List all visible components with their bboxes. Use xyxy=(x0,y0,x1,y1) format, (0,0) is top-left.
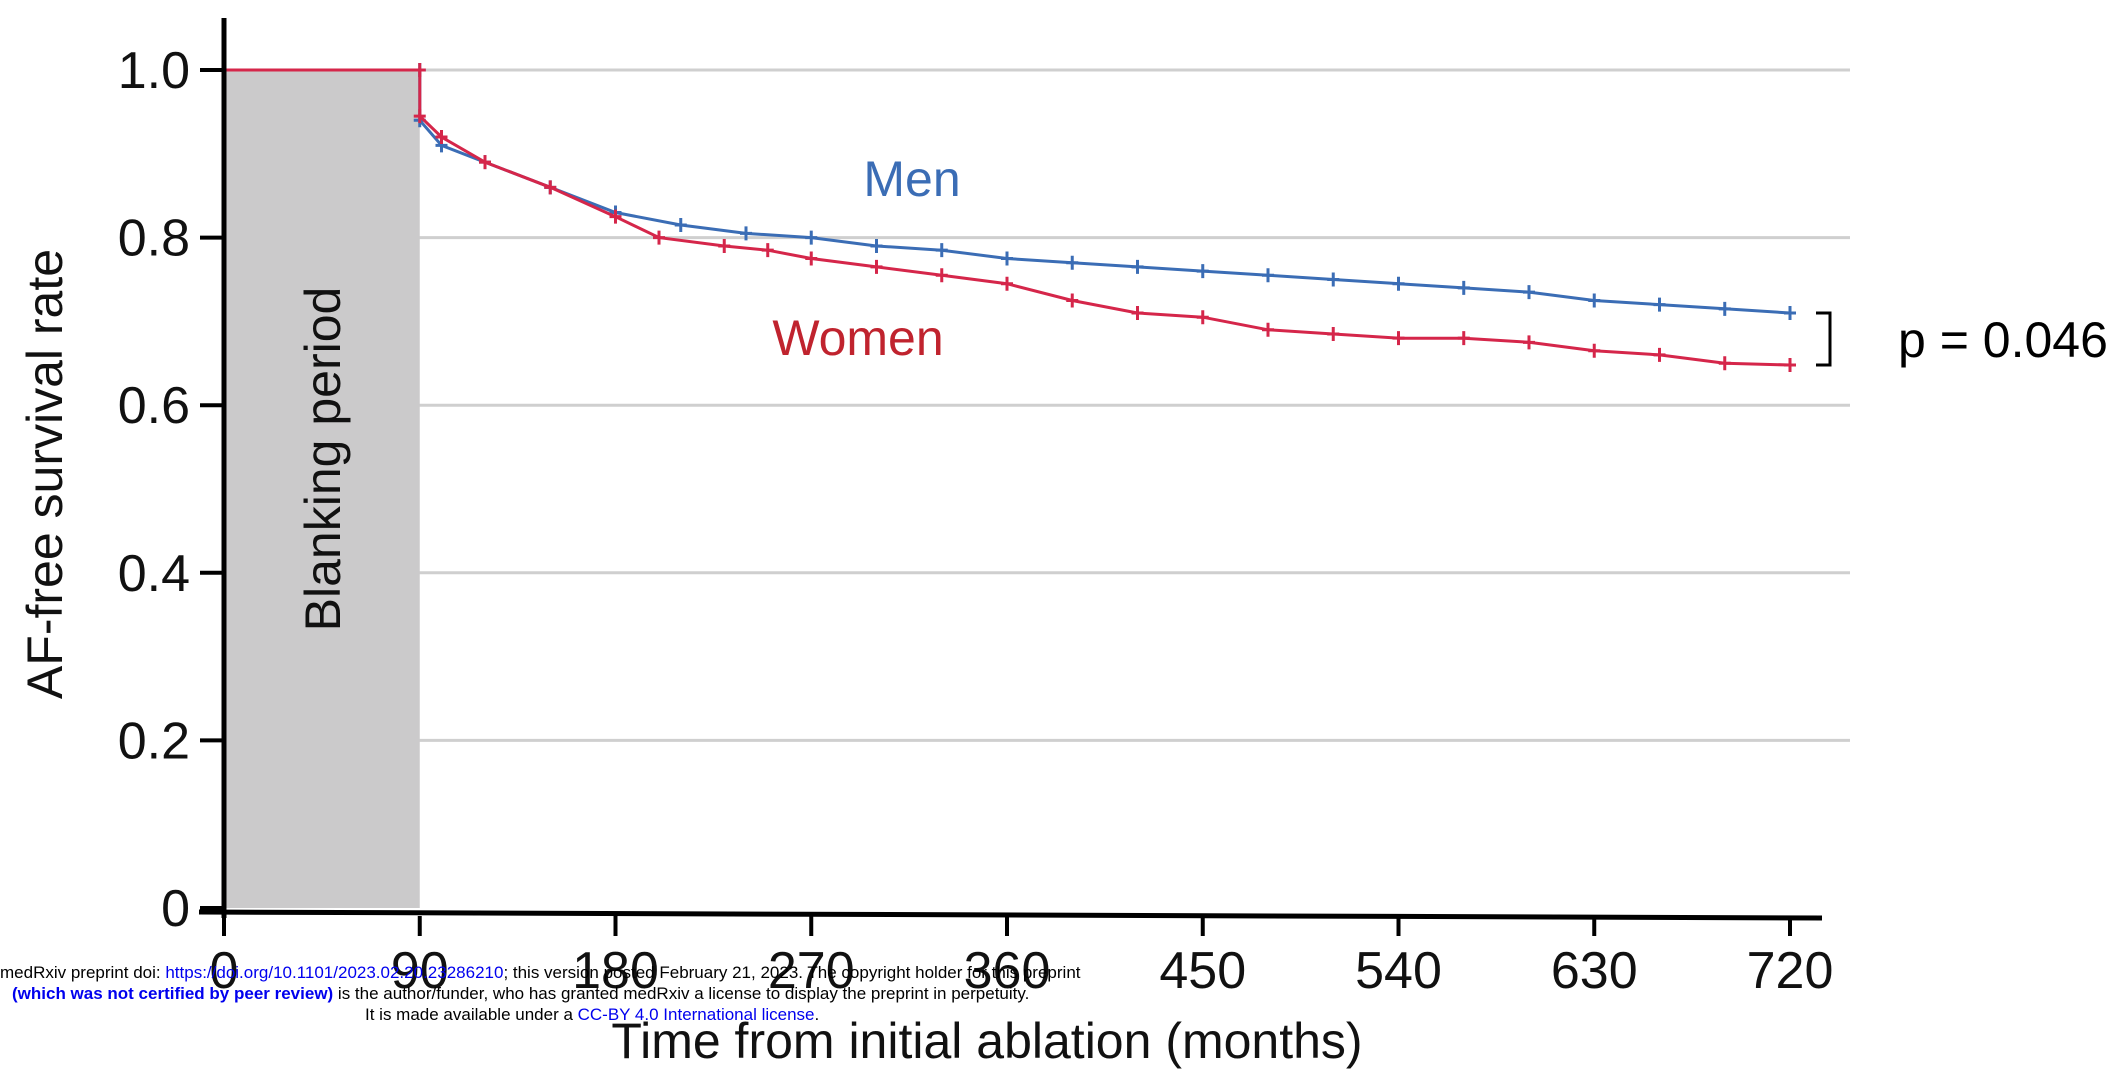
censor-mark-women-14 xyxy=(1066,293,1079,308)
censor-mark-men-8 xyxy=(740,226,752,241)
censor-mark-men-10 xyxy=(870,238,883,253)
censor-mark-women-6 xyxy=(609,209,622,224)
axes xyxy=(198,18,1823,921)
x-tick-label-4: 360 xyxy=(964,942,1051,1000)
censor-mark-women-1 xyxy=(413,63,426,77)
y-tick-label-5: 1.0 xyxy=(118,42,190,100)
censor-mark-men-22 xyxy=(1653,297,1666,312)
footer-line-2-post: is the author/funder, who has granted me… xyxy=(333,984,1030,1003)
x-tick-label-0: 0 xyxy=(210,942,239,1000)
men-series-label: Men xyxy=(863,151,960,207)
censor-mark-women-16 xyxy=(1196,310,1209,325)
y-tick-label-3: 0.6 xyxy=(118,377,190,435)
censor-mark-women-18 xyxy=(1327,326,1340,341)
x-ticks: 0 90 180 270 360 450 540 630 720 xyxy=(210,916,1834,1000)
censor-mark-women-23 xyxy=(1653,347,1666,362)
p-value-bracket xyxy=(1816,311,1832,367)
censor-mark-women-15 xyxy=(1131,306,1144,321)
censor-mark-women-8 xyxy=(718,238,731,253)
y-tick-label-4: 0.8 xyxy=(118,210,190,268)
censor-mark-men-24 xyxy=(1784,306,1796,321)
censor-mark-women-13 xyxy=(1001,276,1013,291)
censor-mark-men-23 xyxy=(1718,301,1731,316)
footer-line-2: (which was not certified by peer review)… xyxy=(12,983,1029,1004)
y-axis-label: AF-free survival rate xyxy=(17,249,73,699)
x-tick-label-5: 450 xyxy=(1159,942,1246,1000)
x-tick-label-2: 180 xyxy=(572,942,659,1000)
series-women xyxy=(218,63,1796,372)
x-tick-label-6: 540 xyxy=(1355,942,1442,1000)
censor-mark-women-3 xyxy=(435,130,448,145)
footer-line-1: medRxiv preprint doi: https://doi.org/10… xyxy=(0,962,1081,983)
peer-review-notice: (which was not certified by peer review) xyxy=(12,984,334,1003)
censor-mark-men-7 xyxy=(674,218,687,233)
y-tick-label-2: 0.4 xyxy=(118,545,190,603)
censor-mark-women-10 xyxy=(805,251,818,266)
censor-mark-men-16 xyxy=(1262,268,1274,283)
censor-mark-women-11 xyxy=(870,259,883,274)
censor-mark-women-2 xyxy=(413,109,426,124)
x-axis-line xyxy=(198,909,1823,921)
doi-link[interactable]: https://doi.org/10.1101/2023.02.20.23286… xyxy=(165,963,504,982)
censor-mark-men-11 xyxy=(935,243,948,258)
censor-mark-women-12 xyxy=(935,268,948,283)
censor-mark-men-15 xyxy=(1196,264,1209,279)
censor-mark-men-21 xyxy=(1588,293,1601,308)
women-series-label: Women xyxy=(772,310,943,366)
x-axis-label: Time from initial ablation (months) xyxy=(611,1013,1362,1069)
censor-mark-women-4 xyxy=(479,155,491,170)
p-value-label: p = 0.046 xyxy=(1898,312,2108,368)
footer-line-3: It is made available under a CC-BY 4.0 I… xyxy=(365,1004,819,1025)
y-tick-label-0: 0 xyxy=(161,880,190,938)
censor-mark-men-20 xyxy=(1523,285,1535,300)
series-line-women xyxy=(224,68,1791,367)
censor-mark-women-17 xyxy=(1262,322,1274,337)
license-link[interactable]: CC-BY 4.0 International license xyxy=(577,1005,815,1024)
censor-mark-women-7 xyxy=(653,230,665,245)
censor-mark-women-20 xyxy=(1457,331,1470,346)
blanking-period-label: Blanking period xyxy=(295,287,351,632)
censor-mark-men-9 xyxy=(805,230,818,245)
footer-line-1-pre: medRxiv preprint doi: xyxy=(0,963,166,982)
censor-mark-women-21 xyxy=(1523,335,1535,350)
x-tick-label-7: 630 xyxy=(1551,942,1638,1000)
series-layer xyxy=(218,63,1796,372)
censor-mark-women-22 xyxy=(1588,343,1601,358)
gridlines xyxy=(224,68,1850,742)
y-ticks: 0 0.2 0.4 0.6 0.8 1.0 xyxy=(118,42,224,938)
censor-mark-men-18 xyxy=(1392,276,1405,291)
censor-mark-men-17 xyxy=(1327,272,1340,287)
censor-mark-men-12 xyxy=(1001,251,1013,266)
blanking-period-region xyxy=(224,70,420,908)
footer-line-3-post: . xyxy=(814,1005,820,1024)
series-line-men xyxy=(224,68,1791,315)
x-tick-label-3: 270 xyxy=(768,942,855,1000)
y-tick-label-1: 0.2 xyxy=(118,712,190,770)
censor-mark-women-19 xyxy=(1392,331,1405,346)
censor-mark-women-25 xyxy=(1784,357,1796,372)
x-tick-label-1: 90 xyxy=(391,942,449,1000)
censor-mark-men-13 xyxy=(1066,255,1079,270)
censor-mark-women-5 xyxy=(544,180,557,195)
censor-mark-women-24 xyxy=(1718,356,1731,371)
censor-mark-women-9 xyxy=(761,243,774,258)
censor-mark-men-14 xyxy=(1131,259,1144,274)
footer-line-1-post: ; this version posted February 21, 2023.… xyxy=(503,963,1081,982)
x-tick-label-8: 720 xyxy=(1747,942,1834,1000)
censor-mark-men-19 xyxy=(1457,280,1470,295)
footer-line-3-pre: It is made available under a xyxy=(365,1005,578,1024)
